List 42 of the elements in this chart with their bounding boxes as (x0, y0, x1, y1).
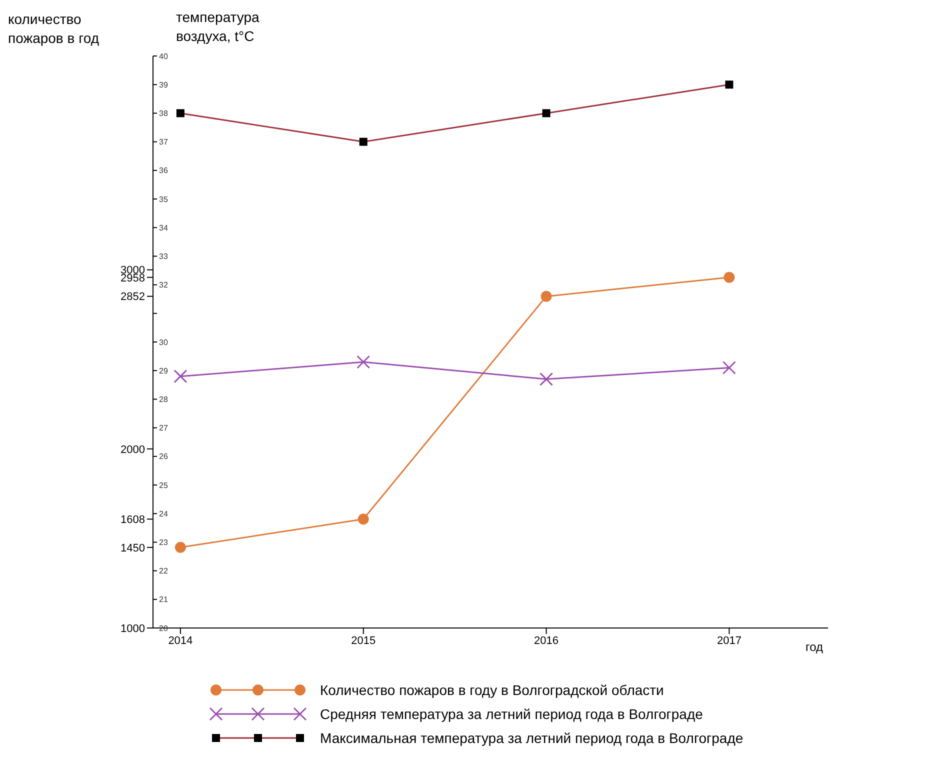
y2-tick-label: 36 (159, 166, 168, 176)
y2-tick-label: 35 (159, 194, 168, 204)
y2-tick-label: 32 (159, 280, 168, 290)
point (540, 372, 554, 386)
y-tick-label: 2852 (120, 291, 145, 304)
x-tick-label: 2017 (716, 634, 742, 647)
y-tick-label: 1608 (120, 514, 145, 526)
point (540, 290, 552, 302)
y2-tick-label: 23 (159, 538, 168, 548)
y-axis-title: количество пожаров в год (8, 10, 100, 48)
point (722, 360, 736, 374)
legend-label: Количество пожаров в году в Волгоградской области (320, 681, 664, 700)
legend-label: Средняя температура за летний период года в Волгограде (320, 705, 703, 724)
y-tick-label: 2000 (120, 444, 145, 456)
y2-tick-label: 33 (159, 252, 168, 262)
point (174, 370, 188, 384)
x-axis-title: год (805, 640, 823, 654)
y-tick-label: 1000 (120, 622, 145, 635)
x-tick-label: 2015 (351, 634, 376, 647)
x-tick-label: 2016 (534, 634, 559, 647)
y2-tick-label: 24 (159, 509, 168, 518)
y-tick-label: 1450 (120, 542, 145, 554)
y2-tick-label: 37 (159, 138, 168, 147)
y2-tick-label: 40 (159, 52, 168, 61)
y2-tick-label: 26 (159, 452, 168, 462)
y2-tick-label: 27 (159, 424, 168, 433)
y2-tick-label: 38 (159, 109, 168, 118)
y2-tick-label: 30 (159, 338, 168, 347)
y2-tick-label: 25 (159, 480, 168, 490)
x-tick-label: 2014 (168, 634, 193, 647)
y2-tick-label: 22 (159, 566, 168, 576)
y2-axis-title: температура воздуха, t°C (176, 8, 260, 46)
point (724, 272, 735, 283)
y2-tick-label: 39 (159, 80, 168, 90)
legend-label: Максимальная температура за летний период года в Волгограде (320, 729, 744, 748)
point (358, 514, 369, 525)
y2-tick-label: 28 (159, 395, 168, 404)
point (174, 542, 186, 553)
point (356, 355, 370, 369)
y2-tick-label: 29 (159, 366, 168, 376)
y2-tick-label: 21 (159, 595, 168, 604)
y2-tick-label: 34 (159, 223, 168, 232)
